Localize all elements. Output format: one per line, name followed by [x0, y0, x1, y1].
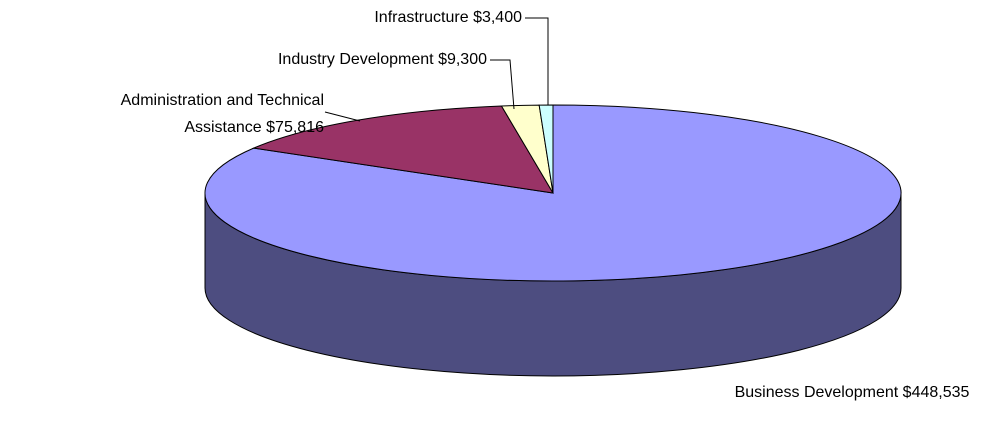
category-name: Industry Development	[277, 51, 434, 68]
slice-label: Infrastructure $3,400	[282, 4, 522, 31]
leader-line	[525, 17, 549, 105]
category-name: Administration and Technical Assistance	[120, 92, 324, 136]
slice	[538, 104, 554, 194]
leader-line	[324, 111, 361, 122]
category-name: Business Development	[734, 384, 899, 401]
leader-line	[490, 59, 515, 110]
value-label: $75,816	[266, 119, 324, 136]
value-label: $3,400	[473, 9, 522, 26]
slice-label: Business Development $448,535	[732, 379, 972, 406]
value-label: $9,300	[438, 51, 487, 68]
value-label: $448,535	[902, 384, 970, 401]
slice	[251, 105, 554, 194]
category-name: Infrastructure	[374, 9, 469, 26]
slice-label: Industry Development $9,300	[167, 46, 487, 73]
slice-label: Administration and Technical Assistance …	[72, 87, 324, 141]
slice	[204, 104, 902, 282]
